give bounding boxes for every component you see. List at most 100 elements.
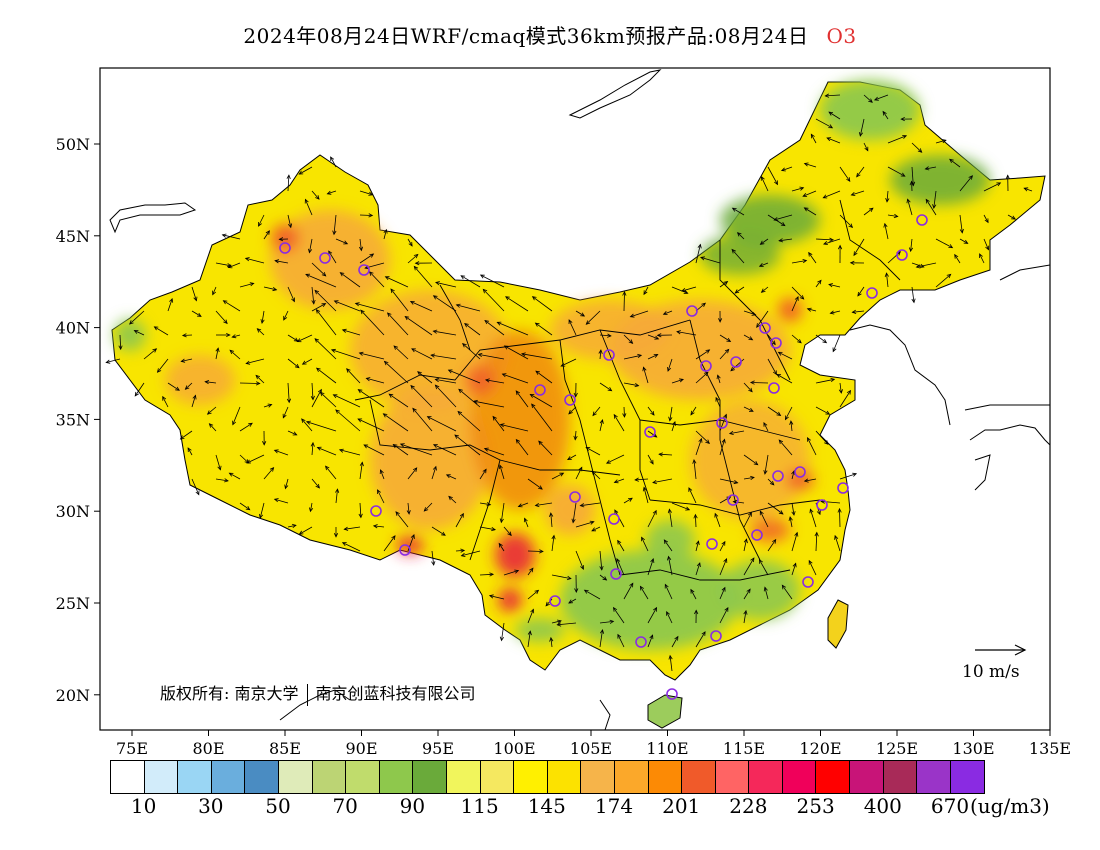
wind-arrow-head — [780, 221, 786, 227]
wind-arrow — [393, 345, 409, 360]
wind-arrow — [834, 535, 841, 552]
wind-arrow-head — [749, 380, 755, 385]
wind-arrow-head — [395, 511, 400, 516]
wind-arrow-head — [846, 389, 851, 395]
wind-arrow-head — [499, 518, 504, 524]
wind-arrow-head — [893, 213, 899, 219]
wind-arrow — [640, 586, 649, 600]
wind-arrow — [274, 449, 289, 456]
wind-arrow-head — [492, 415, 497, 421]
wind-arrow — [586, 310, 601, 325]
wind-arrow — [285, 478, 289, 489]
wind-arrow-head — [162, 395, 167, 401]
wind-arrow-head — [902, 135, 908, 139]
x-tick-label: 90E — [345, 739, 377, 758]
wind-arrow-head — [760, 288, 766, 293]
wind-arrow-head — [538, 440, 543, 446]
wind-arrow — [756, 310, 769, 328]
wind-arrow-head — [941, 139, 947, 144]
wind-arrow — [729, 430, 745, 434]
wind-arrow — [407, 467, 418, 480]
wind-arrow-head — [583, 589, 589, 594]
wind-arrow — [263, 467, 274, 480]
wind-arrow — [359, 253, 374, 264]
wind-arrow — [503, 570, 519, 576]
wind-arrow-head — [851, 309, 857, 314]
wind-arrow — [617, 540, 625, 552]
wind-arrow — [666, 611, 673, 624]
wind-arrow — [599, 419, 603, 432]
wind-arrow-head — [393, 345, 399, 350]
colorbar-swatch — [614, 761, 649, 793]
wind-arrow — [785, 406, 793, 420]
wind-arrow-head — [824, 93, 830, 98]
wind-arrow-head — [491, 526, 497, 532]
wind-arrow-head — [794, 296, 799, 301]
wind-arrow-head — [664, 583, 669, 589]
wind-arrow — [789, 516, 793, 528]
wind-arrow-head — [156, 368, 162, 373]
wind-arrow-head — [607, 333, 612, 338]
wind-arrow-head — [430, 353, 436, 358]
wind-arrow-head — [685, 506, 691, 511]
wind-arrow-head — [825, 410, 831, 415]
wind-arrow-head — [808, 251, 813, 257]
wind-arrow-head — [363, 444, 369, 449]
wind-arrow — [143, 348, 157, 360]
wind-arrow-head — [483, 447, 489, 452]
wind-arrow — [390, 288, 409, 312]
x-tick-label: 120E — [799, 739, 841, 758]
wind-arrow — [448, 496, 457, 504]
wind-arrow — [599, 349, 602, 360]
wind-arrow — [460, 275, 481, 288]
wind-arrow-head — [499, 636, 505, 642]
colorbar-swatch — [514, 761, 548, 793]
wind-arrow — [297, 334, 313, 342]
station-marker — [768, 382, 780, 394]
x-tick-label: 130E — [952, 739, 994, 758]
wind-arrow — [767, 478, 775, 486]
wind-arrow — [933, 190, 937, 209]
wind-arrow — [791, 187, 804, 192]
wind-arrow — [659, 453, 673, 456]
wind-arrow-head — [579, 503, 585, 508]
wind-arrow — [887, 214, 898, 217]
wind-arrow-head — [192, 394, 197, 400]
wind-arrow — [916, 262, 937, 268]
wind-arrow — [328, 250, 337, 264]
wind-arrow — [719, 439, 725, 456]
wind-arrow — [335, 238, 348, 245]
wind-arrow-head — [777, 351, 783, 356]
wind-arrow — [223, 300, 241, 312]
colorbar-label: 115 — [460, 794, 499, 818]
wind-arrow — [808, 560, 817, 576]
wind-arrow-head — [900, 116, 905, 122]
wind-arrow — [668, 556, 673, 576]
wind-arrow — [191, 310, 202, 317]
wind-arrow-head — [730, 366, 735, 372]
wind-arrow-head — [828, 283, 833, 288]
wind-arrow — [719, 281, 728, 288]
wind-arrow-head — [799, 186, 805, 191]
wind-arrow — [191, 478, 200, 495]
station-marker — [837, 482, 849, 494]
y-tick-label: 50N — [56, 135, 90, 154]
wind-arrow — [287, 524, 296, 528]
wind-arrow-head — [321, 271, 327, 277]
wind-arrow — [613, 607, 625, 624]
wind-arrow — [623, 354, 642, 360]
wind-arrow-head — [797, 338, 802, 344]
wind-arrow-head — [335, 488, 340, 494]
wind-arrow-head — [488, 594, 494, 599]
wind-arrow-head — [810, 133, 815, 139]
wind-arrow — [518, 502, 529, 507]
wind-arrow — [287, 382, 290, 403]
wind-arrow-head — [776, 411, 782, 417]
wind-arrow — [502, 373, 529, 384]
wind-arrow — [383, 413, 409, 432]
wind-arrow — [464, 323, 481, 336]
hainan-island — [647, 694, 683, 729]
wind-arrow — [215, 454, 221, 470]
wind-arrow-head — [807, 436, 811, 442]
wind-arrow — [623, 334, 633, 344]
